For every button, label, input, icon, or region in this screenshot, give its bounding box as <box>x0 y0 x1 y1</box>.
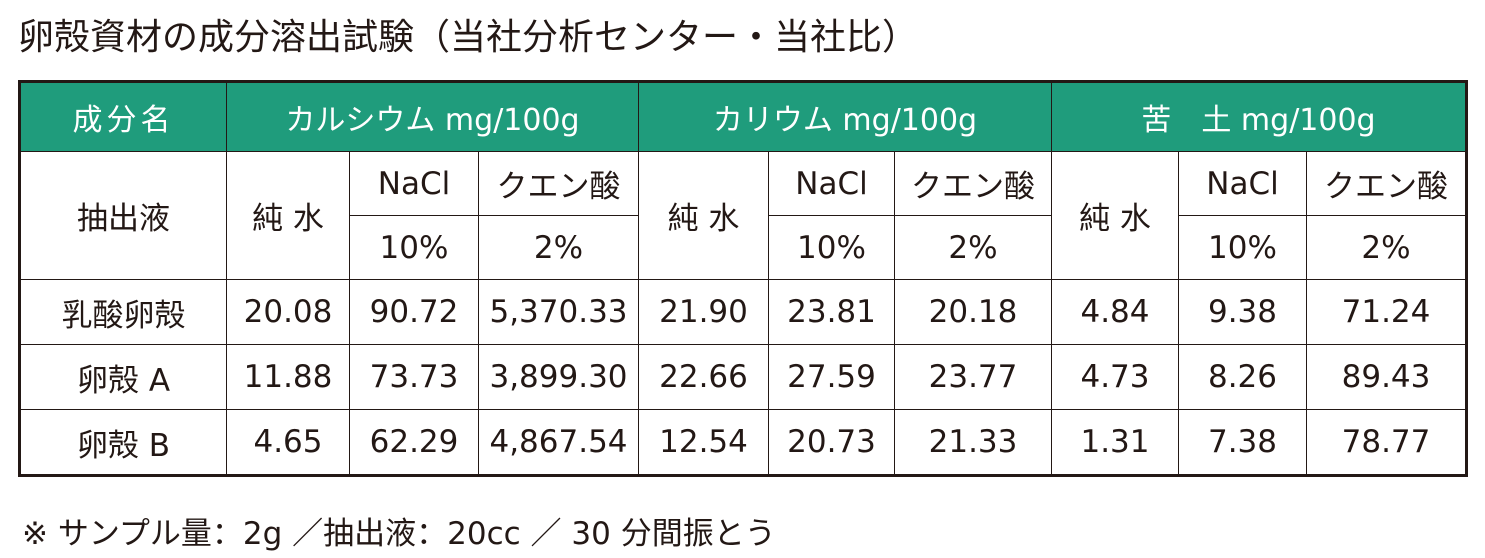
value-cell: 89.43 <box>1305 344 1468 410</box>
subheader-cell: 純 水 <box>226 151 350 280</box>
value-cell: 22.66 <box>638 344 769 410</box>
value-cell: 1.31 <box>1051 409 1179 476</box>
header-cell: 苦 土 mg/100g <box>1050 81 1468 152</box>
value-cell: 90.72 <box>349 279 479 345</box>
subheader-cell: NaCl <box>349 151 479 216</box>
value-cell: 23.81 <box>768 279 895 345</box>
table-row: 卵殻 A 11.88 73.73 3,899.30 22.66 27.59 23.77 4.7… <box>19 344 1468 410</box>
value-cell: 4.84 <box>1051 279 1179 345</box>
table: 成分名 カルシウム mg/100g カリウム mg/100g 苦 土 mg/100g 抽… <box>18 80 1469 477</box>
row-label: 卵殻 B <box>19 409 227 476</box>
subheader-cell: クエン酸 <box>1305 151 1468 216</box>
subheader-cell: クエン酸 <box>894 151 1052 216</box>
header-cell: カルシウム mg/100g <box>226 81 639 152</box>
table-row: 卵殻 B 4.65 62.29 4,867.54 12.54 20.73 21.33 1.31… <box>19 409 1468 476</box>
row-label: 卵殻 A <box>19 344 227 410</box>
table-row: 乳酸卵殻 20.08 90.72 5,370.33 21.90 23.81 20.18 4.8… <box>19 279 1468 345</box>
value-cell: 78.77 <box>1305 409 1468 476</box>
subheader-cell: 2% <box>478 215 639 280</box>
subheader-cell: クエン酸 <box>478 151 639 216</box>
subheader-cell: NaCl <box>1178 151 1307 216</box>
value-cell: 4,867.54 <box>478 409 639 476</box>
value-cell: 20.18 <box>894 279 1052 345</box>
subheader-cell: 2% <box>1305 215 1468 280</box>
subheader-cell: 純 水 <box>1051 151 1179 280</box>
value-cell: 20.73 <box>768 409 895 476</box>
value-cell: 8.26 <box>1178 344 1307 410</box>
value-cell: 4.73 <box>1051 344 1179 410</box>
value-cell: 5,370.33 <box>478 279 639 345</box>
subheader-cell: 10% <box>349 215 479 280</box>
title: 卵殻資材の成分溶出試験（当社分析センター・当社比） <box>18 17 919 58</box>
subheader-cell: 10% <box>768 215 895 280</box>
extract-label: 抽出液 <box>19 151 227 280</box>
value-cell: 27.59 <box>768 344 895 410</box>
value-cell: 11.88 <box>226 344 350 410</box>
value-cell: 9.38 <box>1178 279 1307 345</box>
subheader-cell: NaCl <box>768 151 895 216</box>
value-cell: 12.54 <box>638 409 769 476</box>
subheader-cell: 10% <box>1178 215 1307 280</box>
value-cell: 20.08 <box>226 279 350 345</box>
row-label: 乳酸卵殻 <box>19 279 227 345</box>
header-cell: カリウム mg/100g <box>638 81 1052 152</box>
header-cell: 成分名 <box>19 81 227 152</box>
value-cell: 62.29 <box>349 409 479 476</box>
value-cell: 7.38 <box>1178 409 1307 476</box>
value-cell: 73.73 <box>349 344 479 410</box>
value-cell: 21.33 <box>894 409 1052 476</box>
note: ※ サンプル量：2g ／抽出液：20cc ／ 30 分間振とう <box>22 516 776 552</box>
subheader-cell: 2% <box>894 215 1052 280</box>
value-cell: 3,899.30 <box>478 344 639 410</box>
value-cell: 71.24 <box>1305 279 1468 345</box>
value-cell: 21.90 <box>638 279 769 345</box>
subheader-cell: 純 水 <box>638 151 769 280</box>
value-cell: 23.77 <box>894 344 1052 410</box>
value-cell: 4.65 <box>226 409 350 476</box>
table-row: 抽出液純 水 NaCl クエン酸純 水 NaCl クエン酸純 水 NaCl クエン酸 <box>19 151 1468 280</box>
table-row: 成分名 カルシウム mg/100g カリウム mg/100g 苦 土 mg/100g <box>19 81 1468 152</box>
